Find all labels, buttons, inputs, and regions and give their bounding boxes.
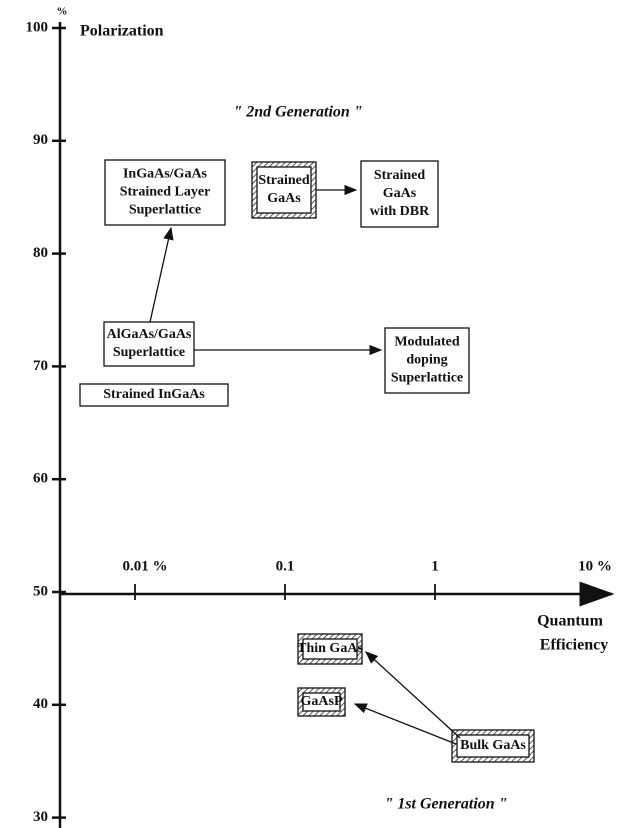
node-label: Strained — [258, 173, 310, 188]
y-tick-label: 30 — [33, 809, 48, 825]
node — [384, 327, 470, 394]
node — [456, 734, 530, 758]
node-label: Superlattice — [129, 203, 201, 218]
node — [104, 159, 226, 226]
arrow — [149, 226, 174, 323]
y-unit: % — [57, 6, 68, 18]
node — [302, 692, 341, 712]
y-tick-label: 70 — [33, 358, 48, 374]
y-tick-label: 100 — [26, 19, 49, 35]
node-label: Thin GaAs — [297, 641, 363, 656]
x-tick-label: 1 — [431, 558, 439, 574]
node-label: with DBR — [370, 204, 430, 219]
annotation: " 1st Generation " — [384, 796, 507, 813]
node-label: Modulated — [394, 335, 460, 350]
node-label: GaAs — [383, 186, 417, 201]
node — [256, 166, 312, 214]
node — [302, 638, 358, 660]
arrow — [365, 651, 461, 739]
node-label: Strained — [374, 168, 426, 183]
node-label: doping — [406, 353, 447, 368]
y-tick-label: 90 — [33, 132, 48, 148]
y-tick-label: 60 — [33, 471, 48, 487]
node-label: GaAs — [267, 191, 301, 206]
node-label: Bulk GaAs — [460, 738, 526, 753]
node-label: Strained Layer — [120, 185, 211, 200]
x-tick-label: 0.01 % — [123, 558, 168, 574]
content: 100 90 80 70 60 50 40 30% Polarization 0.01 % 0.1 1… — [26, 6, 615, 828]
arrow — [353, 703, 457, 745]
node-label: GaAsP — [301, 694, 343, 709]
x-title: Quantum — [537, 613, 603, 630]
node-label: Superlattice — [113, 345, 185, 360]
y-tick-label: 80 — [33, 245, 48, 261]
node-label: AlGaAs/GaAs — [107, 327, 192, 342]
annotation: " 2nd Generation " — [233, 104, 362, 121]
node-label: InGaAs/GaAs — [123, 167, 208, 182]
x-title: Efficiency — [540, 637, 608, 654]
node-label: Superlattice — [391, 371, 463, 386]
y-tick-label: 50 — [33, 583, 48, 599]
y-tick-label: 40 — [33, 696, 48, 712]
node — [103, 321, 195, 367]
node — [79, 383, 229, 407]
x-tick-label: 0.1 — [276, 558, 295, 574]
y-title: Polarization — [80, 23, 164, 40]
node — [360, 160, 439, 228]
node-label: Strained InGaAs — [103, 387, 205, 402]
x-tick-label: 10 % — [578, 558, 612, 574]
